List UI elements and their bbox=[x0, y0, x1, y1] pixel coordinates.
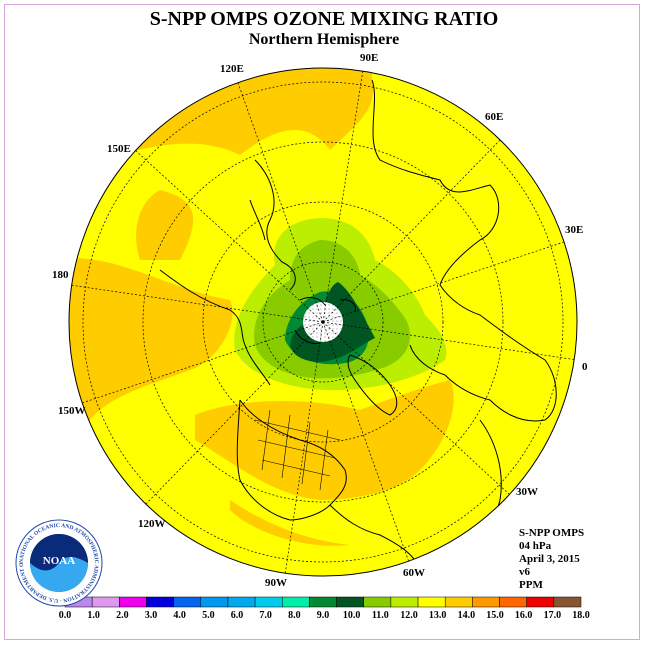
us-state-borders bbox=[254, 409, 341, 491]
noaa-logo: NATIONAL OCEANIC AND ATMOSPHERIC ADMINIS… bbox=[14, 518, 103, 607]
lon-label-0: 0 bbox=[582, 361, 588, 373]
legend-tick-label: 5.0 bbox=[202, 610, 215, 621]
legend-tick-label: 10.0 bbox=[343, 610, 361, 621]
coastlines bbox=[159, 79, 557, 571]
info-date: April 3, 2015 bbox=[519, 553, 580, 565]
meridian-120e bbox=[236, 79, 324, 323]
legend-tick-label: 0.0 bbox=[59, 610, 72, 621]
meridian-150e bbox=[134, 149, 324, 323]
meridian-30e bbox=[322, 239, 571, 323]
level-14-region-america bbox=[195, 380, 454, 500]
coast-greenland bbox=[347, 354, 398, 416]
coast-alaska bbox=[159, 269, 271, 386]
legend-swatch bbox=[363, 596, 392, 608]
legend-tick-label: 2.0 bbox=[116, 610, 129, 621]
coast-central-america bbox=[329, 504, 421, 571]
legend-swatch bbox=[472, 596, 500, 608]
legend-swatch bbox=[444, 596, 473, 608]
legend-swatch bbox=[499, 596, 527, 608]
legend-tick-label: 6.0 bbox=[231, 610, 244, 621]
legend-swatch bbox=[227, 596, 256, 608]
legend-swatch bbox=[553, 596, 582, 608]
lon-label-60w: 60W bbox=[403, 567, 425, 579]
latitude-circle-60 bbox=[202, 201, 444, 443]
lon-label-90w: 90W bbox=[265, 577, 287, 589]
meridian-60w bbox=[322, 321, 411, 566]
legend-tick-label: 4.0 bbox=[173, 610, 186, 621]
lon-label-90e: 90E bbox=[360, 52, 378, 64]
coast-eurasia bbox=[371, 79, 557, 422]
legend-swatch bbox=[309, 596, 337, 608]
meridian-90w bbox=[284, 321, 324, 576]
lon-label-150w: 150W bbox=[58, 405, 86, 417]
meridian-30w bbox=[322, 321, 511, 496]
legend-swatch bbox=[390, 596, 419, 608]
level-14-region-west bbox=[69, 258, 233, 440]
legend-swatch bbox=[254, 596, 283, 608]
legend-swatch bbox=[200, 596, 229, 608]
coast-siberia bbox=[254, 159, 296, 291]
latitude-circle-75 bbox=[262, 261, 384, 383]
latitude-circle-45 bbox=[142, 141, 504, 503]
lon-label-120e: 120E bbox=[220, 63, 244, 75]
legend-tick-label: 7.0 bbox=[259, 610, 272, 621]
legend-tick-label: 14.0 bbox=[458, 610, 476, 621]
meridian-90e bbox=[322, 69, 364, 323]
ozone-field bbox=[69, 68, 577, 576]
legend-swatch bbox=[119, 596, 147, 608]
legend-swatch bbox=[336, 596, 364, 608]
map-title: S-NPP OMPS OZONE MIXING RATIO bbox=[149, 8, 499, 30]
meridian-0 bbox=[322, 321, 577, 361]
info-instrument: S-NPP OMPS bbox=[519, 527, 585, 539]
meridian-150w bbox=[75, 321, 324, 406]
info-version: v6 bbox=[519, 566, 530, 578]
legend-swatch bbox=[282, 596, 310, 608]
lon-label-120w: 120W bbox=[138, 518, 166, 530]
lon-label-180: 180 bbox=[52, 269, 69, 281]
legend-swatch bbox=[146, 596, 174, 608]
legend-swatch bbox=[526, 596, 555, 608]
legend-tick-label: 1.0 bbox=[87, 610, 100, 621]
meridian-120w bbox=[144, 321, 324, 506]
legend-tick-label: 8.0 bbox=[288, 610, 301, 621]
lon-label-30w: 30W bbox=[516, 486, 538, 498]
svg-text:NOAA: NOAA bbox=[43, 555, 75, 567]
latitude-circle-30 bbox=[82, 81, 564, 563]
info-block: S-NPP OMPS 04 hPa April 3, 2015 v6 PPM bbox=[519, 527, 584, 592]
map-subtitle: Northern Hemisphere bbox=[248, 31, 400, 48]
legend-tick-label: 13.0 bbox=[429, 610, 447, 621]
coast-japan bbox=[249, 199, 266, 241]
map-boundary bbox=[68, 67, 578, 577]
legend-tick-label: 3.0 bbox=[145, 610, 158, 621]
meridian-180 bbox=[69, 284, 324, 323]
legend-tick-label: 16.0 bbox=[515, 610, 533, 621]
legend-tick-label: 15.0 bbox=[486, 610, 504, 621]
legend-tick-label: 18.0 bbox=[572, 610, 590, 621]
legend-tick-label: 12.0 bbox=[400, 610, 418, 621]
lon-label-30e: 30E bbox=[565, 224, 583, 236]
info-level: 04 hPa bbox=[519, 540, 552, 552]
legend-tick-label: 17.0 bbox=[544, 610, 562, 621]
coast-north-america bbox=[236, 399, 347, 521]
legend-swatch bbox=[417, 596, 446, 608]
level-14-region-bering bbox=[136, 190, 194, 260]
color-legend: 0.0 1.0 2.0 3.0 4.0 5.0 6.0 7.0 8.0 9.0 10.0 11.0 12… bbox=[59, 596, 590, 621]
legend-tick-label: 11.0 bbox=[372, 610, 389, 621]
longitude-labels: 90E 60E 30E 0 30W 60W 90W 120W 150W 180 … bbox=[52, 52, 588, 589]
legend-swatch bbox=[173, 596, 202, 608]
graticule bbox=[69, 69, 577, 576]
lon-label-60e: 60E bbox=[485, 111, 503, 123]
legend-tick-label: 9.0 bbox=[317, 610, 330, 621]
info-units: PPM bbox=[519, 579, 543, 591]
lon-label-150e: 150E bbox=[107, 143, 131, 155]
level-14-region-atlantic bbox=[230, 500, 350, 546]
